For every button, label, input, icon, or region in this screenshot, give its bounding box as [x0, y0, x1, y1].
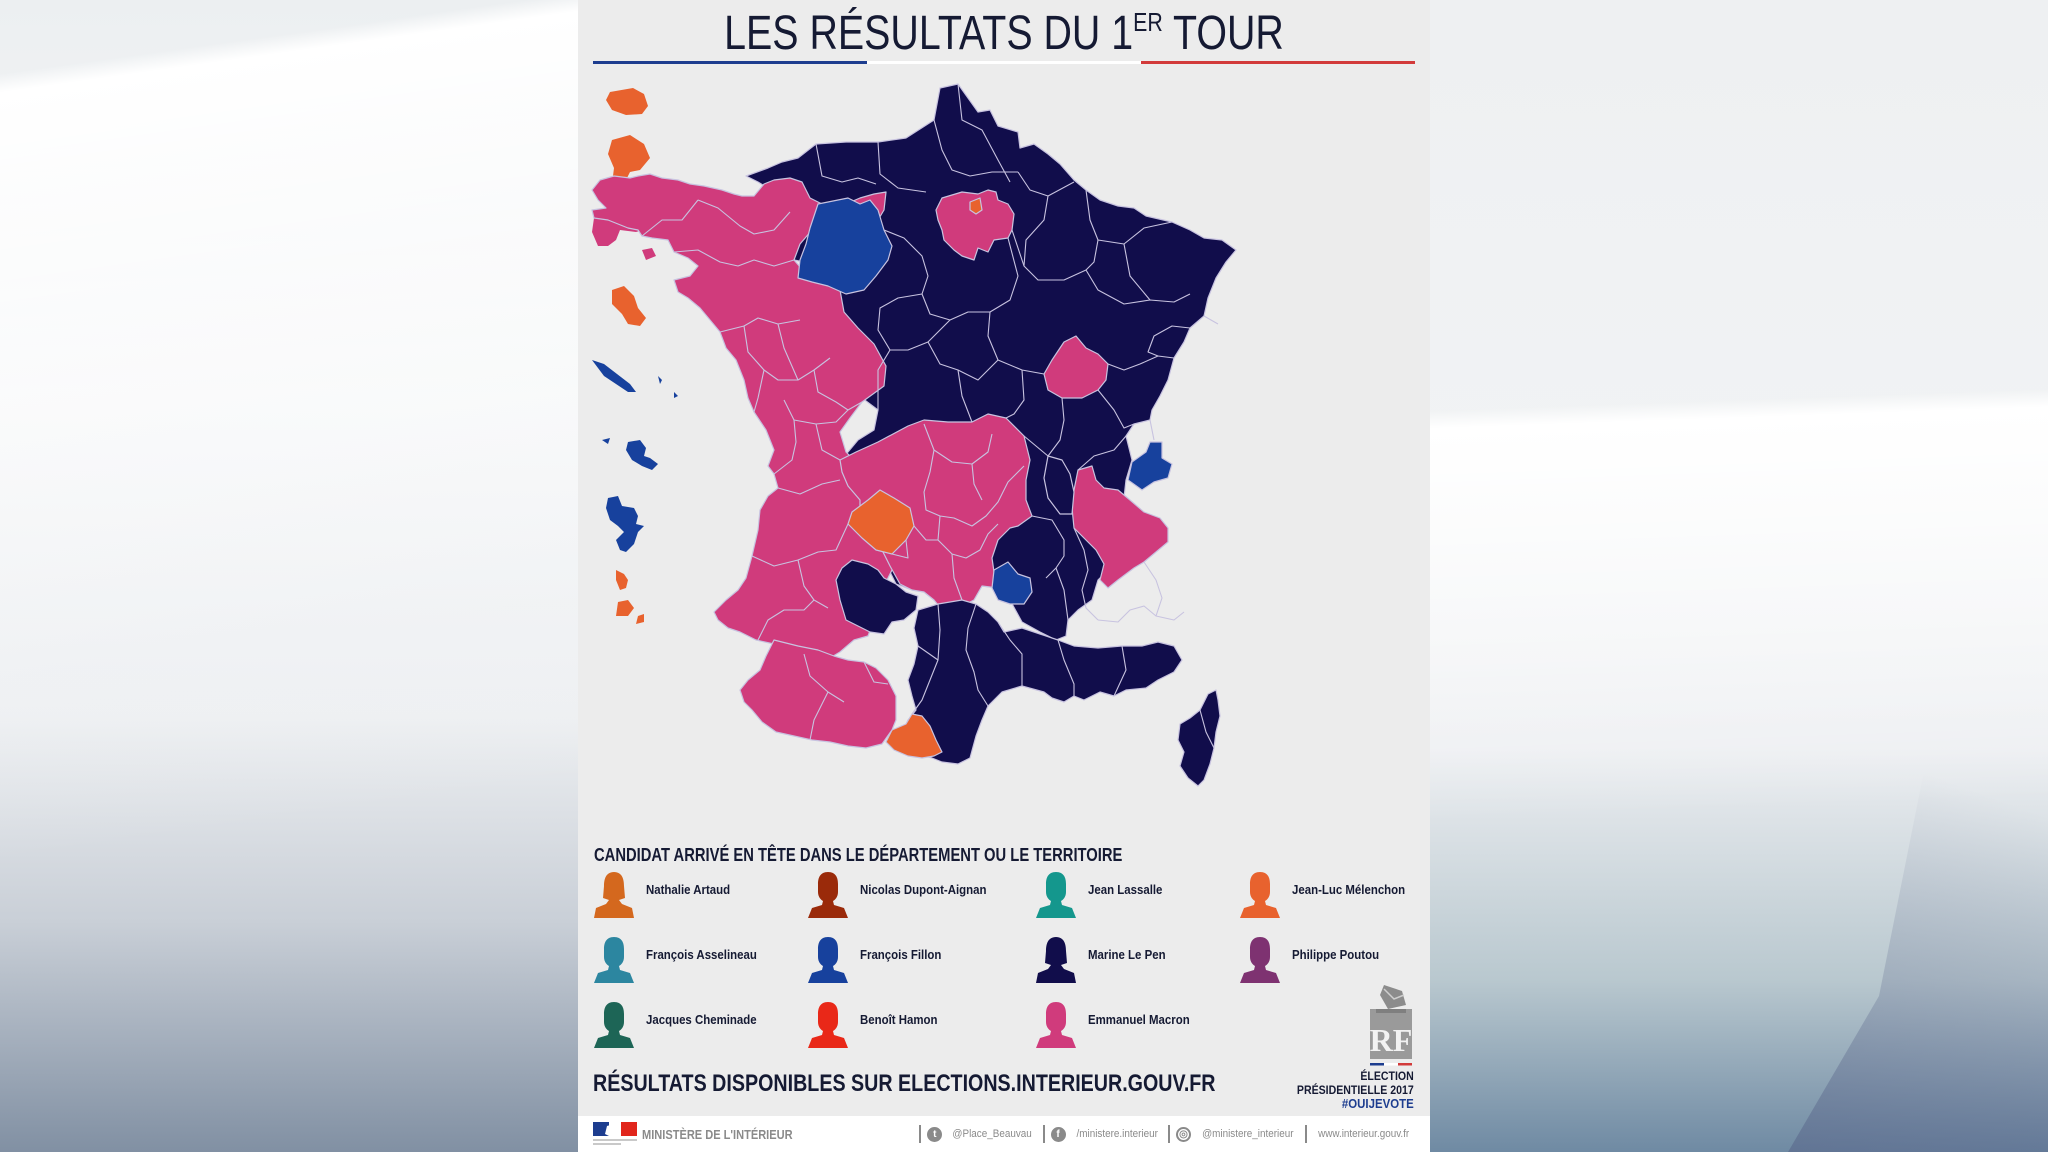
- instagram-link[interactable]: @ministere_interieur: [1202, 1128, 1294, 1140]
- twitter-icon[interactable]: t: [927, 1126, 943, 1142]
- region-fillon-lozere: [991, 561, 1033, 605]
- legend-item-cheminade: Jacques Cheminade: [592, 1000, 772, 1052]
- male-silhouette-icon: [594, 937, 634, 983]
- region-lepen-rhone: [1043, 455, 1075, 515]
- legend-label: Nathalie Artaud: [646, 882, 731, 897]
- background-right: [1430, 0, 2048, 1152]
- results-link[interactable]: RÉSULTATS DISPONIBLES SUR ELECTIONS.INTE…: [593, 1070, 1216, 1097]
- territory-spm-c: [636, 614, 644, 624]
- region-lepen-corsica: [1177, 689, 1221, 787]
- hashtag[interactable]: #OUIJEVOTE: [1342, 1096, 1414, 1111]
- legend-item-artaud: Nathalie Artaud: [592, 870, 742, 922]
- male-silhouette-icon: [594, 1002, 634, 1048]
- infographic-panel: LES RÉSULTATS DU 1ER TOUR: [578, 0, 1430, 1152]
- territory-guyane: [608, 135, 650, 184]
- region-macron-west: [591, 173, 933, 659]
- page-title: LES RÉSULTATS DU 1ER TOUR: [655, 6, 1354, 61]
- territory-mayotte: [606, 496, 644, 552]
- social-links: t @Place_Beauvau f /ministere.interieur …: [919, 1125, 1414, 1143]
- territory-nouvelle-caledonie: [592, 360, 636, 392]
- legend-label: Emmanuel Macron: [1088, 1012, 1190, 1027]
- overseas-territories: [592, 88, 678, 624]
- legend-item-asselineau: François Asselineau: [592, 935, 772, 987]
- male-silhouette-icon: [1240, 872, 1280, 918]
- ministry-name: MINISTÈRE DE L'INTÉRIEUR: [642, 1127, 793, 1142]
- territory-spm-b: [616, 600, 634, 616]
- male-silhouette-icon: [1036, 1002, 1076, 1048]
- region-fillon-haute-savoie: [1127, 441, 1173, 491]
- female-silhouette-icon: [1036, 937, 1076, 983]
- footer: MINISTÈRE DE L'INTÉRIEUR t @Place_Beauva…: [578, 1116, 1430, 1152]
- tricolor-blue: [593, 61, 867, 64]
- legend-label: Marine Le Pen: [1088, 947, 1166, 962]
- legend-item-lassalle: Jean Lassalle: [1034, 870, 1173, 922]
- title-text: LES RÉSULTATS DU 1: [724, 7, 1134, 60]
- legend-label: Benoît Hamon: [860, 1012, 938, 1027]
- separator: [1168, 1125, 1171, 1143]
- legend-item-macron: Emmanuel Macron: [1034, 1000, 1204, 1052]
- legend-item-poutou: Philippe Poutou: [1238, 935, 1391, 987]
- legend-item-fillon: François Fillon: [806, 935, 952, 987]
- territory-nouvelle-caledonie-islet: [658, 376, 678, 398]
- region-melenchon-seine-saint-denis: [969, 197, 983, 215]
- facebook-link[interactable]: /ministere.interieur: [1076, 1128, 1158, 1140]
- legend-label: François Fillon: [860, 947, 942, 962]
- territory-martinique: [612, 286, 646, 326]
- title-superscript: ER: [1133, 7, 1163, 37]
- legend-item-melenchon: Jean-Luc Mélenchon: [1238, 870, 1421, 922]
- title-end: TOUR: [1162, 7, 1284, 60]
- region-fillon-sarthe: [797, 197, 893, 295]
- legend-item-hamon: Benoît Hamon: [806, 1000, 948, 1052]
- male-silhouette-icon: [1036, 872, 1076, 918]
- legend-label: Jacques Cheminade: [646, 1012, 757, 1027]
- male-silhouette-icon: [808, 937, 848, 983]
- territory-polynesie-b: [626, 440, 658, 470]
- legend-label: Jean Lassalle: [1088, 882, 1163, 897]
- website-link[interactable]: www.interieur.gouv.fr: [1317, 1128, 1409, 1140]
- territory-polynesie-a: [602, 438, 610, 444]
- election-label: ÉLECTION PRÉSIDENTIELLE 2017 #OUIJEVOTE: [1297, 1069, 1414, 1111]
- territory-reunion: [606, 88, 648, 115]
- separator: [1042, 1125, 1045, 1143]
- separator: [1304, 1125, 1307, 1143]
- facebook-icon[interactable]: f: [1050, 1126, 1066, 1142]
- region-lepen-lot: [835, 559, 919, 635]
- election-line2: PRÉSIDENTIELLE 2017: [1297, 1083, 1414, 1097]
- territory-guadeloupe-small: [642, 248, 656, 260]
- female-silhouette-icon: [594, 872, 634, 918]
- legend-item-dupont-aignan: Nicolas Dupont-Aignan: [806, 870, 1004, 922]
- legend-label: Jean-Luc Mélenchon: [1292, 882, 1406, 897]
- france-map: [591, 83, 1237, 787]
- territory-guadeloupe: [592, 212, 650, 246]
- election-line1: ÉLECTION: [1360, 1069, 1414, 1083]
- twitter-link[interactable]: @Place_Beauvau: [952, 1128, 1033, 1140]
- male-silhouette-icon: [1240, 937, 1280, 983]
- male-silhouette-icon: [808, 1002, 848, 1048]
- male-silhouette-icon: [808, 872, 848, 918]
- legend-title: CANDIDAT ARRIVÉ EN TÊTE DANS LE DÉPARTEM…: [594, 845, 1123, 865]
- tricolor-underline: [593, 61, 1415, 64]
- tricolor-red: [1141, 61, 1415, 64]
- region-melenchon-limousin: [847, 489, 915, 555]
- legend-label: Nicolas Dupont-Aignan: [860, 882, 987, 897]
- legend: Nathalie Artaud Nicolas Dupont-Aignan Je…: [592, 870, 1422, 1050]
- svg-text:RF: RF: [1370, 1022, 1413, 1058]
- separator: [919, 1125, 922, 1143]
- instagram-icon[interactable]: ◎: [1176, 1126, 1192, 1142]
- tricolor-white: [867, 61, 1141, 64]
- region-macron-pyrenees: [739, 639, 897, 749]
- background-left: [0, 0, 578, 1152]
- legend-item-le-pen: Marine Le Pen: [1034, 935, 1176, 987]
- region-macron-paris: [935, 189, 1015, 261]
- legend-label: Philippe Poutou: [1292, 947, 1380, 962]
- rf-ballot-box-logo: RF: [1370, 985, 1413, 1066]
- legend-label: François Asselineau: [646, 947, 757, 962]
- marianne-logo: [593, 1122, 637, 1145]
- territory-spm-a: [616, 570, 628, 590]
